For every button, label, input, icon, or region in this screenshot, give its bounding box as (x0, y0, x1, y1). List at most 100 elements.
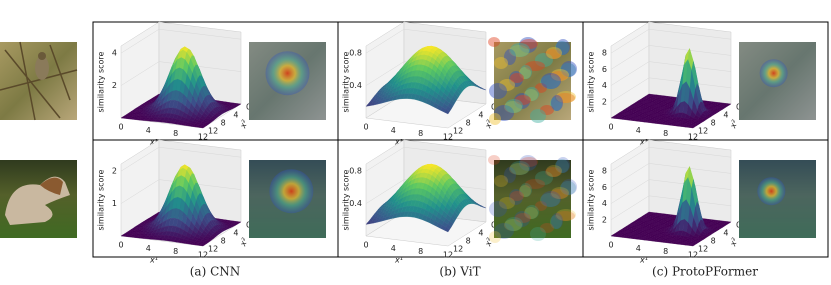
heat-blob (489, 201, 507, 217)
y-tick-label: 8 (466, 119, 471, 128)
attention-map (488, 37, 577, 125)
heat-blob (551, 95, 563, 111)
y-tick-label: 12 (698, 245, 708, 254)
z-tick-label: 4 (112, 49, 117, 58)
heat-blob (489, 113, 501, 125)
x-tick-label: 8 (173, 247, 178, 256)
y-tick-label: 8 (221, 237, 226, 246)
heat-blob (510, 73, 524, 83)
y-tick-label: 4 (233, 111, 238, 120)
x-tick-label: 4 (636, 126, 641, 135)
z-tick-label: 6 (602, 183, 607, 192)
x-tick-label: 8 (663, 129, 668, 138)
y-tick-label: 12 (208, 127, 218, 136)
input-bird (0, 42, 77, 120)
z-tick-label: 8 (602, 167, 607, 176)
z-tick-label: 4 (602, 199, 607, 208)
x-tick-label: 4 (636, 244, 641, 253)
z-tick-label: 4 (602, 81, 607, 90)
x-tick-label: 0 (608, 241, 613, 250)
y-tick-label: 4 (478, 229, 483, 238)
x-tick-label: 4 (391, 126, 396, 135)
y-tick-label: 8 (711, 119, 716, 128)
x-tick-label: 12 (443, 133, 453, 142)
heat-blob (546, 47, 562, 59)
heat-blob (505, 217, 523, 231)
y-tick-label: 8 (711, 237, 716, 246)
heat-blob (530, 109, 546, 123)
surface-plot: 240481212840x¹x²similarity score (97, 22, 327, 147)
heat-blob (541, 191, 561, 207)
surface-plot: 120481212840x¹x²similarity score (97, 140, 327, 265)
y-tick-label: 4 (478, 111, 483, 120)
x-tick-label: 12 (198, 133, 208, 142)
y-tick-label: 12 (453, 127, 463, 136)
x-tick-label: 8 (663, 247, 668, 256)
z-axis-label: similarity score (587, 51, 596, 112)
y-tick-label: 4 (723, 111, 728, 120)
heat-blob (494, 57, 508, 69)
heat-blob (494, 175, 508, 187)
x-axis-label: x¹ (639, 256, 648, 265)
heat-blob (489, 231, 501, 243)
heat-blob (510, 43, 530, 57)
heat-blob (541, 73, 561, 89)
x-tick-label: 0 (118, 241, 123, 250)
attention-map (488, 155, 577, 243)
caption: (b) ViT (439, 265, 480, 279)
z-axis-label: similarity score (97, 169, 106, 230)
z-tick-label: 0.4 (349, 81, 362, 90)
y-tick-label: 12 (208, 245, 218, 254)
z-tick-label: 0.8 (349, 167, 362, 176)
z-axis-label: similarity score (342, 169, 351, 230)
z-tick-label: 0.8 (349, 49, 362, 58)
x-tick-label: 12 (688, 251, 698, 260)
surface-plot: 0.40.80481212840x¹x²similarity score (342, 140, 578, 265)
x-tick-label: 4 (391, 244, 396, 253)
heat-blob (530, 227, 546, 241)
heat-blob (510, 191, 524, 201)
x-axis-label: x¹ (149, 256, 158, 265)
x-tick-label: 0 (363, 123, 368, 132)
y-axis-label: x² (238, 236, 250, 248)
heat-blob (510, 161, 530, 175)
x-tick-label: 0 (118, 123, 123, 132)
x-tick-label: 0 (608, 123, 613, 132)
heat-blob (488, 155, 500, 165)
x-tick-label: 4 (146, 244, 151, 253)
x-tick-label: 8 (173, 129, 178, 138)
heat-blob (489, 83, 507, 99)
y-tick-label: 8 (466, 237, 471, 246)
y-tick-label: 4 (723, 229, 728, 238)
y-tick-label: 4 (233, 229, 238, 238)
attention-map (739, 42, 816, 120)
heat-spot (757, 177, 785, 205)
y-tick-label: 12 (698, 127, 708, 136)
x-axis-label: x¹ (394, 256, 403, 265)
input-dog (0, 160, 77, 238)
attention-map (249, 160, 326, 238)
z-tick-label: 2 (112, 167, 117, 176)
surface-plot: 0.40.80481212840x¹x²similarity score (342, 22, 578, 147)
y-tick-label: 8 (221, 119, 226, 128)
x-tick-label: 12 (443, 251, 453, 260)
z-axis-label: similarity score (97, 51, 106, 112)
x-tick-label: 0 (363, 241, 368, 250)
y-axis-label: x² (728, 236, 740, 248)
heat-spot (266, 51, 310, 95)
z-tick-label: 6 (602, 65, 607, 74)
x-tick-label: 8 (418, 129, 423, 138)
z-tick-label: 1 (112, 199, 117, 208)
z-tick-label: 0.4 (349, 199, 362, 208)
caption: (a) CNN (190, 265, 241, 279)
heat-blob (505, 99, 523, 113)
x-tick-label: 12 (198, 251, 208, 260)
heat-blob (551, 213, 563, 229)
y-tick-label: 12 (453, 245, 463, 254)
surface-plot: 24680481212840x¹x²similarity score (587, 22, 817, 147)
x-tick-label: 4 (146, 126, 151, 135)
heat-blob (546, 165, 562, 177)
surface-plot: 24680481212840x¹x²similarity score (587, 140, 817, 265)
x-tick-label: 12 (688, 133, 698, 142)
